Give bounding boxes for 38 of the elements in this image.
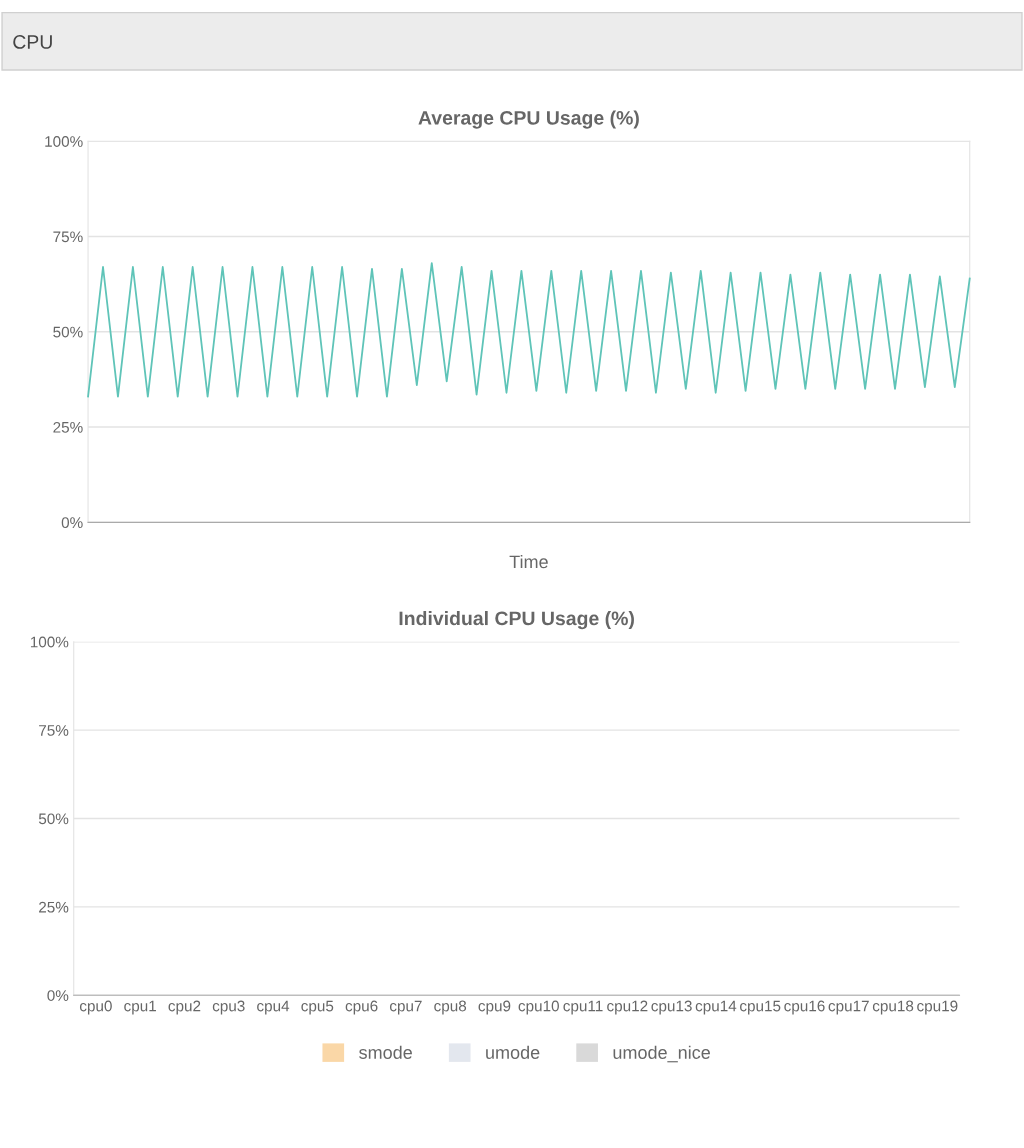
y-tick-label: 100% (30, 636, 69, 648)
chart-title: Individual CPU Usage (%) (399, 610, 634, 630)
x-tick-label: cpu6 (345, 1000, 378, 1015)
chart-title: Average CPU Usage (%) (418, 110, 639, 129)
y-tick-label: 25% (39, 901, 69, 913)
x-tick-label: cpu14 (695, 1000, 737, 1015)
x-tick-label: cpu10 (518, 1000, 559, 1015)
x-tick-label: cpu11 (563, 1000, 603, 1015)
y-tick-label: 25% (53, 421, 83, 433)
x-tick-label: cpu4 (257, 1000, 290, 1015)
x-tick-label: cpu12 (607, 1000, 648, 1015)
x-tick-label: cpu13 (651, 1000, 692, 1015)
y-tick-label: 50% (38, 813, 69, 825)
x-tick-label: cpu19 (917, 1000, 958, 1015)
y-tick-label: 50% (53, 326, 83, 338)
x-tick-label: cpu5 (301, 1000, 334, 1015)
x-tick-label: cpu7 (389, 1000, 422, 1015)
x-tick-label: cpu18 (872, 1000, 914, 1015)
y-tick-label: 0% (61, 517, 83, 529)
line-series (87, 262, 971, 398)
text: CPU (13, 35, 52, 49)
legend-label: umode (486, 1045, 540, 1059)
legend-label: umode_nice (613, 1045, 710, 1063)
x-tick-label: cpu3 (212, 1000, 245, 1015)
y-tick-label: 75% (53, 231, 83, 243)
x-tick-label: cpu8 (434, 1000, 467, 1015)
legend-label: smode (359, 1045, 412, 1059)
y-tick-label: 75% (39, 725, 69, 736)
x-tick-label: cpu16 (784, 1000, 825, 1015)
x-tick-label: cpu17 (828, 1000, 869, 1015)
y-tick-label: 0% (47, 990, 69, 1001)
x-tick-label: cpu1 (124, 1000, 156, 1015)
y-tick-label: 100% (45, 136, 83, 147)
x-tick-label: cpu15 (740, 1000, 781, 1015)
x-tick-label: cpu0 (79, 1000, 112, 1015)
x-tick-label: cpu2 (168, 1000, 201, 1015)
x-axis-title: Time (509, 554, 548, 569)
x-tick-label: cpu9 (478, 1000, 511, 1015)
